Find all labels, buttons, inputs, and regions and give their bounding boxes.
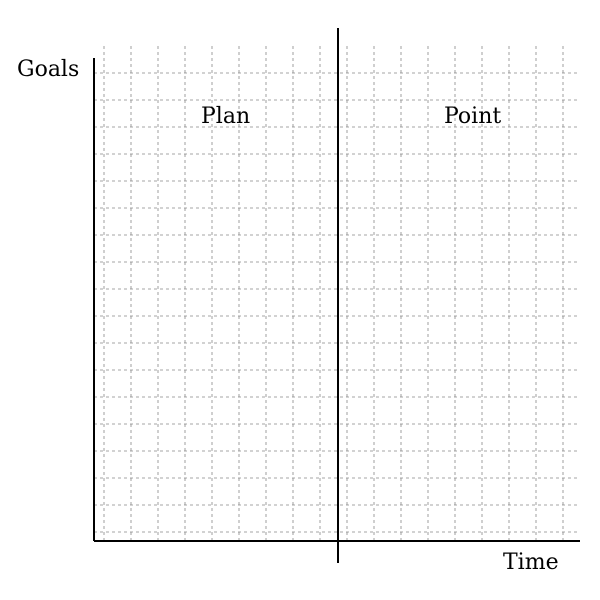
x-axis-label: Time bbox=[503, 550, 559, 575]
region-label-point: Point bbox=[444, 104, 501, 129]
region-label-plan: Plan bbox=[201, 104, 250, 129]
y-axis-label: Goals bbox=[17, 57, 79, 82]
